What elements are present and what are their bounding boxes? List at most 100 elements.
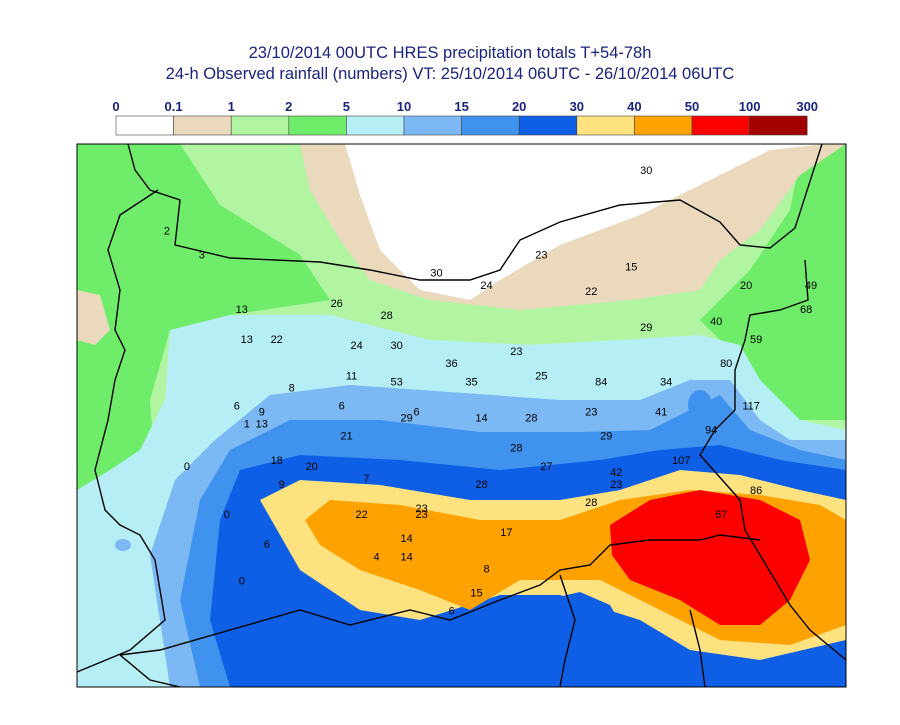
- rainfall-observation-label: 29: [640, 322, 652, 334]
- rainfall-observation-label: 86: [750, 485, 762, 497]
- rainfall-observation-label: 9: [259, 407, 265, 419]
- legend-threshold-label: 50: [685, 99, 699, 114]
- rainfall-observation-label: 28: [510, 443, 522, 455]
- rainfall-observation-label: 30: [390, 340, 402, 352]
- rainfall-observation-label: 11: [346, 370, 357, 382]
- rainfall-observation-label: 80: [720, 358, 732, 370]
- rainfall-observation-label: 42: [610, 467, 622, 479]
- rainfall-observation-label: 23: [585, 407, 597, 419]
- rainfall-observation-label: 3: [199, 250, 205, 262]
- rain-zone-50-100: [610, 490, 810, 625]
- rainfall-observation-label: 24: [350, 340, 362, 352]
- rainfall-observation-label: 15: [470, 588, 482, 600]
- rainfall-observation-label: 30: [430, 268, 442, 280]
- map-title: 23/10/2014 00UTC HRES precipitation tota…: [248, 44, 652, 62]
- rainfall-observation-label: 8: [483, 563, 489, 575]
- rainfall-observation-label: 9: [279, 479, 285, 491]
- rainfall-observation-label: 4: [374, 551, 380, 563]
- rainfall-observation-label: 23: [510, 346, 522, 358]
- rainfall-observation-label: 6: [264, 539, 270, 551]
- rainfall-observation-label: 27: [540, 461, 552, 473]
- map-subtitle: 24-h Observed rainfall (numbers) VT: 25/…: [165, 65, 735, 83]
- rainfall-observation-label: 30: [640, 165, 652, 177]
- rainfall-observation-label: 67: [715, 509, 727, 521]
- rainfall-observation-label: 14: [475, 413, 487, 425]
- dry-zone-north: [345, 144, 825, 300]
- rainfall-observation-label: 1: [244, 419, 250, 431]
- legend-threshold-label: 0.1: [165, 99, 183, 114]
- rainfall-observation-label: 29: [400, 413, 412, 425]
- legend-threshold-label: 5: [343, 99, 350, 114]
- rainfall-observation-label: 15: [625, 262, 637, 274]
- rainfall-observation-label: 26: [331, 298, 343, 310]
- rainfall-observation-label: 23: [535, 250, 547, 262]
- legend-threshold-label: 300: [796, 99, 818, 114]
- rainfall-observation-label: 6: [339, 401, 345, 413]
- rainfall-observation-label: 14: [400, 551, 412, 563]
- rainfall-observation-label: 36: [445, 358, 457, 370]
- legend-threshold-label: 1: [228, 99, 235, 114]
- rain-zone-south-cell: [545, 592, 635, 687]
- color-legend: 0 0.1 1 2 5 10 15 20 30 40 50 100 300: [112, 99, 818, 136]
- rain-zone-2-5-west: [77, 144, 330, 520]
- rainfall-observation-label: 22: [271, 334, 283, 346]
- rainfall-observation-label: 0: [184, 461, 190, 473]
- rainfall-observation-label: 29: [600, 431, 612, 443]
- legend-swatch: [749, 115, 808, 136]
- rainfall-observation-label: 6: [448, 606, 454, 618]
- rainfall-observation-label: 117: [742, 401, 760, 413]
- rainfall-observation-label: 13: [241, 334, 253, 346]
- rainfall-observation-label: 22: [585, 286, 597, 298]
- rainfall-observation-label: 59: [750, 334, 762, 346]
- rain-spot-west: [115, 539, 131, 551]
- rainfall-observation-label: 6: [234, 401, 240, 413]
- country-borders: [77, 144, 846, 687]
- legend-threshold-label: 15: [454, 99, 468, 114]
- legend-threshold-label: 0: [112, 99, 119, 114]
- rainfall-observation-label: 28: [585, 497, 597, 509]
- rainfall-observation-label: 2: [164, 226, 170, 238]
- rainfall-observation-label: 7: [364, 473, 370, 485]
- rainfall-observation-label: 14: [400, 533, 412, 545]
- legend-threshold-label: 2: [285, 99, 292, 114]
- rainfall-observation-label: 49: [805, 280, 817, 292]
- rainfall-observation-label: 53: [390, 376, 402, 388]
- rainfall-observation-label: 28: [525, 413, 537, 425]
- legend-threshold-label: 20: [512, 99, 526, 114]
- rainfall-observation-label: 28: [475, 479, 487, 491]
- rainfall-observation-label: 107: [672, 455, 690, 467]
- rainfall-observation-label: 24: [480, 280, 492, 292]
- rainfall-observation-label: 25: [535, 370, 547, 382]
- rainfall-observation-label: 6: [414, 407, 420, 419]
- rainfall-observation-label: 23: [415, 503, 427, 515]
- rain-spot-east: [688, 390, 712, 420]
- rainfall-observation-label: 41: [655, 407, 667, 419]
- rainfall-observation-label: 20: [740, 280, 752, 292]
- rain-zone-trace-west: [77, 290, 110, 345]
- map-frame: [76, 143, 847, 688]
- rainfall-observation-label: 94: [705, 425, 717, 437]
- legend-threshold-label: 40: [627, 99, 641, 114]
- rainfall-observation-label: 18: [271, 455, 283, 467]
- rainfall-observation-label: 21: [340, 431, 352, 443]
- legend-threshold-label: 100: [739, 99, 761, 114]
- rainfall-observation-label: 8: [289, 382, 295, 394]
- rainfall-observation-label: 13: [236, 304, 248, 316]
- rainfall-observation-label: 34: [660, 376, 672, 388]
- rainfall-observation-label: 28: [380, 310, 392, 322]
- legend-threshold-label: 10: [397, 99, 411, 114]
- legend-threshold-label: 30: [570, 99, 584, 114]
- rainfall-observation-label: 20: [306, 461, 318, 473]
- rainfall-observation-label: 40: [710, 316, 722, 328]
- rainfall-observation-label: 0: [239, 575, 245, 587]
- rainfall-observation-label: 84: [595, 376, 607, 388]
- rainfall-observation-label: 22: [355, 509, 367, 521]
- rainfall-observation-label: 13: [256, 419, 268, 431]
- rainfall-observation-label: 23: [415, 509, 427, 521]
- rainfall-observation-label: 17: [500, 527, 512, 539]
- rainfall-observation-label: 0: [224, 509, 230, 521]
- rainfall-observation-label: 68: [800, 304, 812, 316]
- rainfall-observation-label: 35: [465, 376, 477, 388]
